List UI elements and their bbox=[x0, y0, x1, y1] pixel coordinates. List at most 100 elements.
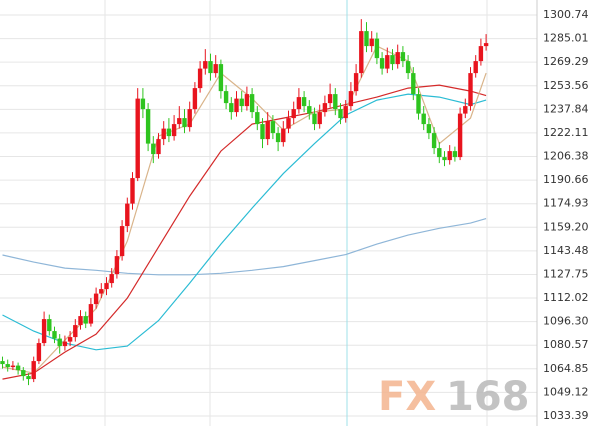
candle-body bbox=[353, 73, 359, 92]
candle-body bbox=[379, 58, 385, 69]
candle-body bbox=[348, 91, 354, 107]
candle-body bbox=[93, 293, 99, 305]
y-tick-label: 1222.11 bbox=[543, 126, 589, 139]
candle-body bbox=[483, 43, 489, 47]
watermark-fx: FX bbox=[378, 374, 436, 420]
y-tick-label: 1237.84 bbox=[543, 102, 589, 115]
y-tick-label: 1112.02 bbox=[543, 291, 589, 304]
candle-body bbox=[416, 94, 421, 114]
candle-body bbox=[463, 106, 468, 114]
candle-body bbox=[307, 106, 312, 114]
candle-body bbox=[145, 109, 151, 144]
candle-body bbox=[400, 52, 406, 62]
candle-body bbox=[73, 325, 78, 338]
candle-body bbox=[130, 178, 135, 204]
candle-body bbox=[83, 316, 88, 324]
candle-body bbox=[291, 109, 296, 119]
candle-body bbox=[244, 94, 250, 107]
y-tick-label: 1285.01 bbox=[543, 32, 589, 45]
candle-body bbox=[478, 46, 484, 62]
candle-body bbox=[197, 68, 203, 89]
candle-body bbox=[275, 133, 281, 143]
candle-body bbox=[442, 157, 447, 161]
candle-body bbox=[208, 61, 213, 74]
candle-body bbox=[156, 139, 161, 155]
candle-body bbox=[312, 113, 317, 125]
candle-body bbox=[364, 31, 369, 47]
candle-body bbox=[239, 98, 244, 107]
candle-body bbox=[125, 203, 130, 227]
candle-body bbox=[431, 133, 437, 149]
candle-body bbox=[327, 94, 333, 104]
candle-body bbox=[229, 103, 234, 113]
candle-body bbox=[192, 88, 198, 110]
y-tick-label: 1269.29 bbox=[543, 55, 589, 68]
candle-body bbox=[457, 113, 463, 158]
y-tick-label: 1096.30 bbox=[543, 315, 589, 328]
candle-body bbox=[140, 98, 146, 110]
y-tick-label: 1190.66 bbox=[543, 173, 589, 186]
candle-body bbox=[338, 109, 343, 119]
candle-body bbox=[36, 343, 42, 362]
candle-body bbox=[114, 256, 120, 275]
moving-average-line bbox=[2, 218, 487, 276]
candle-body bbox=[135, 98, 140, 179]
candle-body bbox=[447, 151, 452, 161]
candle-body bbox=[260, 124, 265, 140]
candle-body bbox=[322, 103, 328, 113]
candle-body bbox=[385, 55, 390, 69]
candle-body bbox=[374, 38, 380, 59]
candle-body bbox=[405, 61, 411, 74]
candle-body bbox=[171, 124, 177, 137]
candle-body bbox=[5, 364, 10, 368]
candle-body bbox=[88, 304, 94, 324]
y-tick-label: 1080.57 bbox=[543, 338, 589, 351]
candle-body bbox=[218, 64, 224, 92]
candle-body bbox=[67, 337, 73, 342]
candle-body bbox=[21, 370, 26, 377]
watermark-number: 168 bbox=[446, 374, 530, 420]
candle-body bbox=[468, 73, 473, 107]
candle-body bbox=[213, 64, 218, 74]
candle-body bbox=[99, 289, 104, 294]
candle-body bbox=[26, 376, 31, 380]
candle-body bbox=[109, 274, 114, 284]
candle-body bbox=[0, 361, 5, 365]
candle-body bbox=[255, 112, 260, 125]
candle-body bbox=[203, 61, 208, 69]
candle-body bbox=[78, 316, 83, 326]
candle-body bbox=[281, 128, 286, 143]
candle-body bbox=[333, 94, 338, 110]
candle-body bbox=[15, 365, 21, 371]
candle-body bbox=[161, 128, 166, 140]
candle-body bbox=[369, 38, 374, 47]
candle-body bbox=[265, 121, 270, 140]
candle-body bbox=[62, 341, 68, 347]
candle-body bbox=[182, 118, 187, 128]
candle-body bbox=[390, 55, 395, 65]
candle-body bbox=[317, 112, 322, 125]
candle-body bbox=[187, 109, 192, 128]
candle-body bbox=[151, 143, 156, 155]
candle-body bbox=[52, 331, 57, 339]
y-tick-label: 1064.85 bbox=[543, 362, 589, 375]
candle-body bbox=[223, 91, 229, 104]
y-tick-label: 1049.12 bbox=[543, 385, 589, 398]
candle-body bbox=[119, 226, 125, 257]
candle-body bbox=[343, 106, 348, 119]
candle-body bbox=[421, 113, 426, 125]
y-tick-label: 1300.74 bbox=[543, 8, 589, 21]
y-tick-label: 1174.93 bbox=[543, 197, 589, 210]
candle-body bbox=[301, 97, 307, 107]
candle-body bbox=[47, 319, 52, 332]
y-tick-label: 1206.38 bbox=[543, 150, 589, 163]
candle-body bbox=[473, 61, 478, 74]
candle-body bbox=[57, 338, 62, 347]
candle-body bbox=[41, 319, 47, 344]
y-tick-label: 1127.75 bbox=[543, 267, 589, 280]
candle-body bbox=[359, 31, 364, 74]
candle-body bbox=[426, 124, 432, 134]
candle-body bbox=[270, 121, 276, 134]
